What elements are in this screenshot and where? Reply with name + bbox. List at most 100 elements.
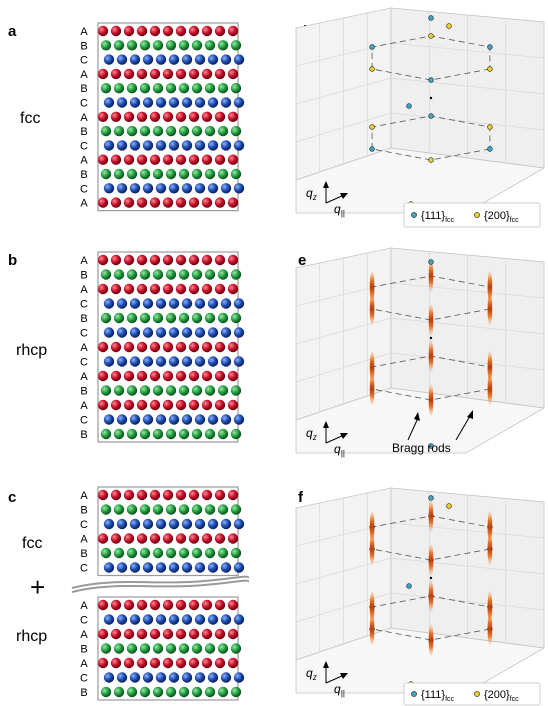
atom bbox=[227, 283, 239, 295]
atom bbox=[155, 356, 167, 367]
reflection-111 bbox=[487, 146, 493, 152]
atom bbox=[227, 628, 239, 640]
layer-label: B bbox=[80, 505, 87, 517]
atom bbox=[214, 657, 226, 669]
layer-label: B bbox=[80, 40, 87, 52]
atom-row-A bbox=[97, 599, 239, 611]
atom bbox=[214, 283, 226, 295]
atom bbox=[155, 97, 167, 108]
atom bbox=[100, 312, 112, 324]
layer-label: A bbox=[80, 284, 88, 296]
atom bbox=[168, 562, 180, 573]
atom bbox=[181, 140, 193, 151]
atom bbox=[207, 140, 219, 151]
atom bbox=[110, 68, 122, 80]
grid-line bbox=[390, 592, 545, 611]
atom bbox=[149, 599, 161, 611]
atom bbox=[162, 599, 174, 611]
grid-line bbox=[295, 112, 392, 143]
atom bbox=[103, 614, 115, 625]
atom bbox=[188, 657, 200, 669]
atom bbox=[168, 518, 180, 530]
atom bbox=[230, 428, 242, 440]
atom-row-C bbox=[103, 518, 245, 530]
atom bbox=[162, 283, 174, 295]
atom bbox=[191, 168, 203, 180]
atom-row-A bbox=[97, 399, 239, 411]
bragg-rod bbox=[428, 499, 434, 533]
atom bbox=[204, 168, 216, 180]
layer-label: A bbox=[80, 26, 88, 38]
atom bbox=[139, 312, 151, 324]
atom bbox=[230, 125, 242, 137]
legend-f: {111}fcc {200}fcc bbox=[403, 682, 541, 706]
atom bbox=[116, 614, 128, 625]
layer-label: C bbox=[80, 615, 88, 627]
qpar-arrowhead bbox=[340, 193, 348, 199]
atom bbox=[175, 341, 187, 353]
atom bbox=[155, 327, 167, 338]
atom bbox=[233, 672, 245, 683]
grid-line bbox=[295, 352, 392, 383]
atom bbox=[162, 533, 174, 544]
layer-label: C bbox=[80, 140, 88, 152]
atom bbox=[97, 25, 109, 37]
atom bbox=[142, 183, 154, 194]
atom bbox=[162, 111, 174, 123]
atom-row-A bbox=[97, 154, 239, 165]
atom bbox=[165, 428, 177, 440]
reflection-111 bbox=[369, 44, 375, 50]
atom bbox=[152, 686, 164, 698]
atom bbox=[175, 25, 187, 37]
atom bbox=[227, 154, 239, 165]
atom bbox=[220, 298, 232, 309]
atom bbox=[103, 140, 115, 151]
atom bbox=[201, 111, 213, 123]
bragg-rod bbox=[487, 590, 493, 624]
atom bbox=[181, 562, 193, 573]
bragg-rod bbox=[428, 543, 434, 577]
atom bbox=[217, 428, 229, 440]
atom-row-B bbox=[100, 686, 242, 698]
panel-letter-f: f bbox=[298, 489, 304, 506]
atom bbox=[149, 489, 161, 501]
atom bbox=[103, 298, 115, 309]
atom bbox=[204, 125, 216, 137]
atom bbox=[201, 599, 213, 611]
atom bbox=[217, 547, 229, 559]
atom bbox=[214, 370, 226, 382]
reflection-111 bbox=[487, 44, 493, 50]
layer-label: B bbox=[80, 270, 87, 282]
atom bbox=[139, 269, 151, 280]
atom bbox=[188, 628, 200, 640]
atom bbox=[194, 672, 206, 683]
atom bbox=[149, 370, 161, 382]
atom bbox=[126, 385, 138, 396]
atom bbox=[113, 547, 125, 559]
atom bbox=[110, 111, 122, 123]
atom bbox=[136, 25, 148, 37]
atom bbox=[204, 269, 216, 280]
atom bbox=[149, 628, 161, 640]
atom bbox=[201, 489, 213, 501]
atom bbox=[123, 533, 135, 544]
bragg-rod bbox=[487, 350, 493, 384]
atom-row-A bbox=[97, 341, 239, 353]
atom bbox=[155, 54, 167, 65]
atom bbox=[149, 283, 161, 295]
layer-label: A bbox=[80, 658, 88, 670]
atom bbox=[165, 385, 177, 396]
atom bbox=[201, 628, 213, 640]
atom bbox=[155, 140, 167, 151]
reflection-111 bbox=[428, 259, 434, 265]
atom bbox=[139, 428, 151, 440]
atom bbox=[113, 269, 125, 280]
atom bbox=[227, 370, 239, 382]
atom bbox=[194, 356, 206, 367]
origin-point bbox=[429, 336, 433, 340]
atom bbox=[165, 643, 177, 654]
atom bbox=[207, 97, 219, 108]
atom bbox=[113, 428, 125, 440]
atom bbox=[217, 83, 229, 94]
